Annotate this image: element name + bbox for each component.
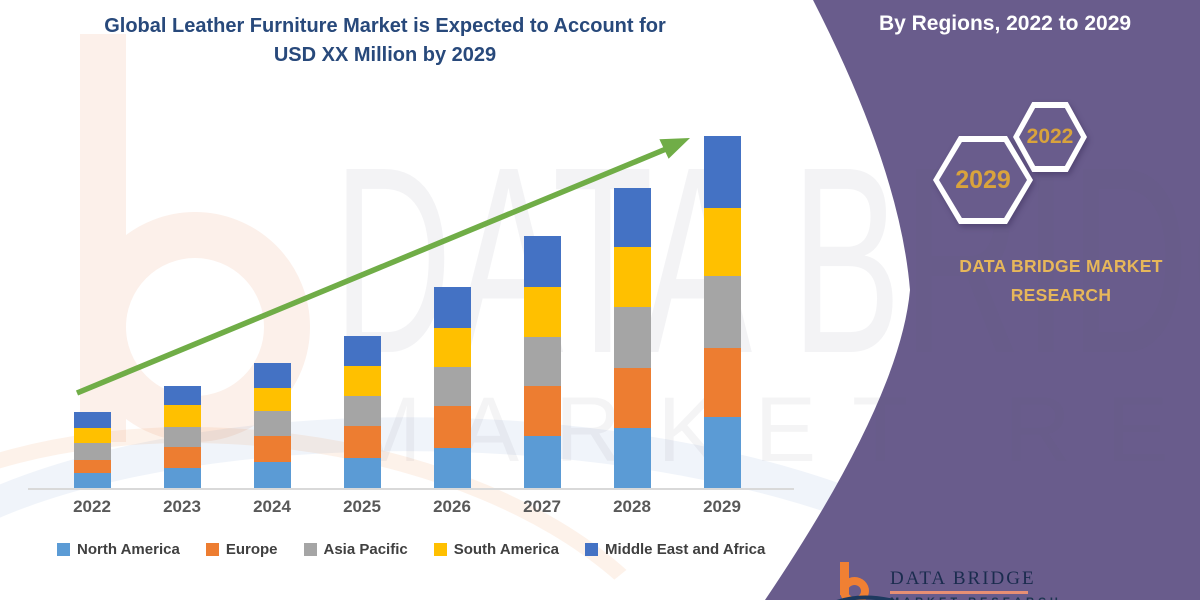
bar-segment-europe [253,436,291,462]
hexagon-year-label: 2022 [1026,125,1074,148]
bar-segment-asia-pacific [433,367,471,406]
hexagon-year-label: 2029 [955,165,1011,194]
brand-line1: DATA BRIDGE MARKET [959,256,1163,276]
legend-item-middle-east-and-africa: Middle East and Africa [585,541,765,558]
legend-marker-icon [303,543,317,556]
bar-segment-asia-pacific [163,427,201,447]
bar-segment-asia-pacific [523,337,561,386]
bar-segment-middle-east-and-africa [433,287,471,328]
hexagon-badge-2022: 2022 [1013,102,1087,172]
bar-segment-north-america [523,436,561,488]
bar-segment-south-america [613,247,651,307]
bar-segment-south-america [703,208,741,276]
side-panel-heading: By Regions, 2022 to 2029 [878,12,1132,35]
brand-wordmark: DATA BRIDGE MARKET RESEARCH [930,252,1192,310]
bar-segment-middle-east-and-africa [73,412,111,428]
bar-segment-europe [523,386,561,436]
bar-segment-europe [703,348,741,417]
x-axis-label: 2028 [613,497,651,516]
legend-marker-icon [205,543,219,556]
bar-segment-middle-east-and-africa [163,386,201,405]
hexagon-badge-2029: 2029 [933,136,1033,224]
bar-segment-asia-pacific [253,411,291,436]
legend-item-south-america: South America [433,541,560,558]
bar-segment-north-america [613,428,651,488]
watermark-text-marketresearch: MARKET RESEARCH [345,379,1200,481]
bar-segment-north-america [703,417,741,488]
bar-segment-middle-east-and-africa [613,188,651,247]
x-axis-label: 2022 [73,497,111,516]
legend-label: North America [77,541,180,558]
x-axis-label: 2029 [703,497,741,516]
x-axis-label: 2027 [523,497,561,516]
x-axis-label: 2025 [343,497,381,516]
legend-label: South America [453,541,560,558]
bar-segment-south-america [163,405,201,427]
bar-segment-south-america [523,287,561,337]
bar-segment-europe [433,406,471,448]
bar-segment-asia-pacific [703,276,741,348]
company-logo: DATA BRIDGE MARKET RESEARCH [832,560,1162,600]
chart-legend: North America Europe Asia Pacific South Ame… [57,541,765,558]
logo-subtitle: MARKET RESEARCH [890,596,1062,600]
bar-segment-asia-pacific [613,307,651,368]
bar-segment-middle-east-and-africa [523,236,561,287]
logo-underline [890,591,1028,594]
bar-segment-middle-east-and-africa [343,336,381,366]
bar-segment-europe [73,460,111,473]
bar-segment-south-america [73,428,111,443]
x-axis-label: 2024 [253,497,291,516]
logo-b-icon [840,562,849,595]
legend-label: Middle East and Africa [605,541,766,558]
legend-item-asia-pacific: Asia Pacific [303,541,408,558]
bar-segment-south-america [343,366,381,396]
bar-segment-south-america [433,328,471,367]
bar-segment-asia-pacific [73,443,111,460]
chart-title: Global Leather Furniture Market is Expec… [85,12,685,70]
logo-name: DATA BRIDGE [890,568,1036,589]
legend-marker-icon [433,543,447,556]
bar-segment-north-america [343,458,381,488]
chart-title-line2: USD XX Million by 2029 [273,44,497,66]
legend-label: Europe [225,541,278,558]
x-axis-line [28,488,794,490]
bar-segment-north-america [253,462,291,488]
legend-item-north-america: North America [57,541,180,558]
legend-marker-icon [57,543,70,556]
bar-segment-middle-east-and-africa [253,363,291,388]
bar-segment-south-america [253,388,291,411]
bar-segment-north-america [433,448,471,488]
bar-segment-europe [613,368,651,428]
bar-segment-asia-pacific [343,396,381,426]
legend-item-europe: Europe [205,541,278,558]
brand-line2: RESEARCH [1010,285,1112,305]
bar-segment-north-america [73,473,111,488]
bar-segment-europe [163,447,201,468]
x-axis-label: 2023 [163,497,201,516]
legend-label: Asia Pacific [323,541,408,558]
bar-segment-north-america [163,468,201,488]
legend-marker-icon [585,543,599,556]
x-axis-label: 2026 [433,497,471,516]
chart-title-line1: Global Leather Furniture Market is Expec… [104,15,666,37]
bar-segment-middle-east-and-africa [703,136,741,208]
bar-segment-europe [343,426,381,458]
